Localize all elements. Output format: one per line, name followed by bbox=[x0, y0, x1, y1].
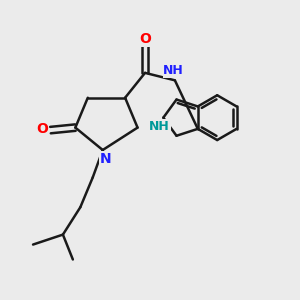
Text: O: O bbox=[36, 122, 48, 136]
Text: N: N bbox=[99, 152, 111, 166]
Text: NH: NH bbox=[163, 64, 184, 77]
Text: O: O bbox=[139, 32, 151, 46]
Text: NH: NH bbox=[149, 120, 170, 133]
